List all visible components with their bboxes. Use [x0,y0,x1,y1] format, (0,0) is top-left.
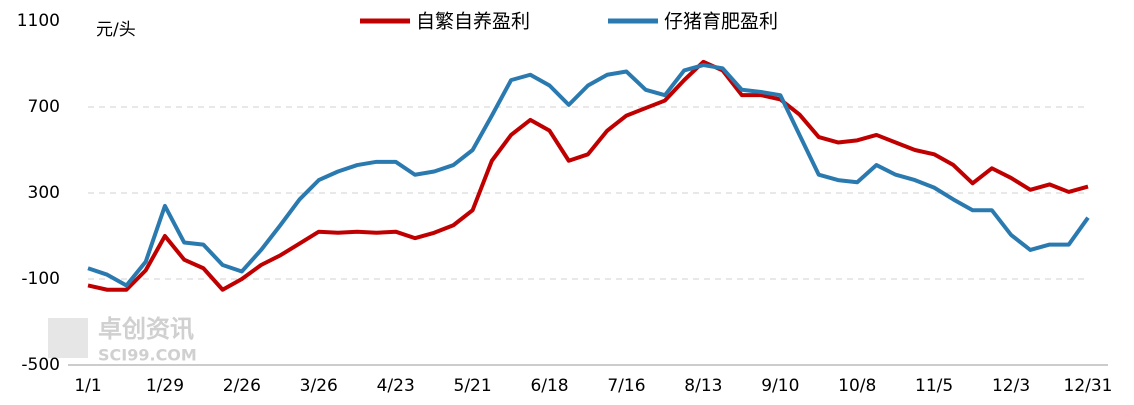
y-tick-label: 1100 [17,11,60,31]
x-tick-label: 12/3 [992,376,1030,396]
y-tick-label: -500 [21,355,60,375]
x-tick-label: 2/26 [223,376,261,396]
x-tick-label: 10/8 [838,376,876,396]
x-tick-label: 9/10 [761,376,799,396]
x-tick-label: 4/23 [377,376,415,396]
series-line [87,59,1089,292]
x-tick-label: 5/21 [454,376,492,396]
series-line [87,63,1090,288]
x-tick-label: 6/18 [530,376,568,396]
y-tick-label: -100 [21,269,60,289]
y-axis-label: 元/头 [96,20,136,40]
watermark: 卓创资讯 [98,315,194,343]
y-tick-label: 700 [28,97,60,117]
x-tick-label: 11/5 [915,376,953,396]
legend-label: 自繁自养盈利 [416,11,530,33]
x-tick-label: 12/31 [1064,376,1113,396]
legend-label: 仔猪育肥盈利 [664,11,778,33]
x-tick-label: 7/16 [607,376,645,396]
watermark: SCI99.COM [98,346,197,365]
y-tick-label: 300 [28,183,60,203]
x-tick-label: 3/26 [300,376,338,396]
x-tick-label: 1/29 [146,376,184,396]
watermark-logo [48,318,88,358]
x-tick-label: 8/13 [684,376,722,396]
x-tick-label: 1/1 [74,376,101,396]
